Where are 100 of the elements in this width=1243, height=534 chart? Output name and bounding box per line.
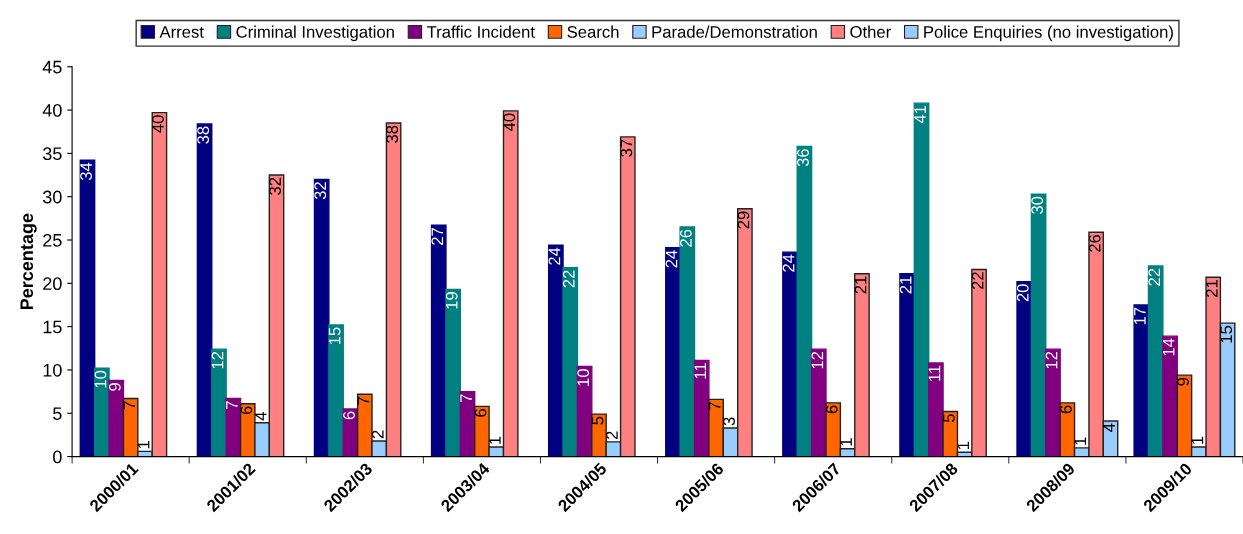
data-label: 24 <box>548 247 561 265</box>
data-label: 14 <box>1162 338 1175 356</box>
data-label: 7 <box>460 394 472 402</box>
bar <box>313 178 330 457</box>
bar <box>562 267 579 457</box>
bar <box>196 123 213 457</box>
data-label: 12 <box>811 351 824 369</box>
bar <box>810 348 827 457</box>
data-label: 11 <box>694 363 707 379</box>
bar <box>211 348 227 457</box>
data-label: 1 <box>957 441 969 450</box>
data-label: 38 <box>197 126 210 144</box>
bar <box>928 362 944 457</box>
data-label: 1 <box>840 438 852 446</box>
y-tick-label: 40 <box>42 104 62 117</box>
bar <box>899 273 916 457</box>
data-label: 37 <box>620 139 633 157</box>
legend-label: Criminal Investigation <box>236 25 394 42</box>
data-label: 4 <box>254 412 267 421</box>
y-tick-label: 10 <box>43 363 62 377</box>
data-label: 1 <box>137 440 150 449</box>
data-label: 5 <box>943 414 955 423</box>
data-label: 1 <box>1191 436 1204 444</box>
data-label: 26 <box>679 229 692 247</box>
data-label: 30 <box>1031 196 1044 214</box>
data-label: 3 <box>723 417 735 426</box>
data-label: 40 <box>152 115 164 133</box>
data-label: 11 <box>928 365 941 381</box>
data-label: 19 <box>445 292 458 309</box>
data-label: 2 <box>371 430 384 439</box>
data-label: 22 <box>971 272 984 290</box>
legend-label: Search <box>567 25 619 38</box>
data-label: 9 <box>108 383 121 391</box>
y-tick-label: 45 <box>42 60 62 74</box>
bar <box>328 324 344 457</box>
data-label: 41 <box>914 105 926 124</box>
data-label: 22 <box>562 270 575 288</box>
data-label: 6 <box>474 409 487 417</box>
y-tick-label: 25 <box>43 233 62 247</box>
data-label: 38 <box>386 125 399 143</box>
data-label: 24 <box>782 254 795 272</box>
data-label: 27 <box>431 228 444 245</box>
data-label: 6 <box>343 411 355 420</box>
y-tick-label: 0 <box>53 450 62 464</box>
bar <box>913 102 930 457</box>
y-axis-title: Percentage <box>20 213 37 310</box>
bar <box>796 145 813 457</box>
bar <box>1133 304 1150 457</box>
data-label: 20 <box>1016 284 1029 302</box>
y-tick-label: 20 <box>43 277 62 291</box>
data-label: 12 <box>211 351 224 369</box>
y-tick-label: 35 <box>42 147 62 161</box>
data-label: 21 <box>854 276 867 294</box>
bar <box>782 251 798 457</box>
data-label: 6 <box>825 405 838 414</box>
data-label: 6 <box>240 406 253 415</box>
data-label: 1 <box>489 436 501 444</box>
data-label: 7 <box>123 401 135 409</box>
y-tick-label: 30 <box>42 190 62 204</box>
data-label: 10 <box>577 369 590 386</box>
bar <box>1162 335 1178 457</box>
bar <box>430 224 447 457</box>
y-tick-label: 5 <box>53 407 62 420</box>
data-label: 7 <box>708 402 721 410</box>
bar <box>1016 280 1033 457</box>
legend-label: Arrest <box>159 26 204 38</box>
data-label: 1 <box>1074 437 1087 445</box>
data-label: 2 <box>606 431 618 440</box>
bar <box>1147 265 1164 457</box>
data-label: 17 <box>1134 307 1146 325</box>
data-label: 34 <box>80 162 92 181</box>
data-label: 10 <box>94 370 107 388</box>
y-tick-label: 15 <box>43 320 62 334</box>
data-label: 32 <box>269 177 281 195</box>
bar <box>445 288 462 457</box>
bar <box>576 365 593 457</box>
bar <box>679 226 696 457</box>
data-label: 22 <box>1148 268 1160 286</box>
data-label: 32 <box>314 182 327 200</box>
legend-label: Traffic Incident <box>426 25 535 38</box>
legend-label: Police Enquiries (no investigation) <box>924 25 1173 42</box>
data-label: 21 <box>1205 280 1218 297</box>
data-label: 26 <box>1088 234 1101 252</box>
data-label: 15 <box>328 327 341 345</box>
data-label: 7 <box>226 401 238 409</box>
bar <box>225 397 242 457</box>
data-label: 7 <box>357 396 370 405</box>
legend-label: Parade/Demonstration <box>652 25 817 38</box>
data-label: 24 <box>665 250 678 268</box>
data-label: 9 <box>1177 377 1189 386</box>
data-label: 6 <box>1060 405 1072 414</box>
data-label: 36 <box>797 149 809 167</box>
bar <box>79 159 96 457</box>
bar <box>1030 193 1047 457</box>
data-label: 40 <box>503 113 516 132</box>
data-label: 12 <box>1045 351 1058 369</box>
bar <box>108 379 125 457</box>
data-label: 5 <box>591 416 604 425</box>
bar <box>1045 348 1061 457</box>
data-label: 4 <box>1103 423 1115 432</box>
